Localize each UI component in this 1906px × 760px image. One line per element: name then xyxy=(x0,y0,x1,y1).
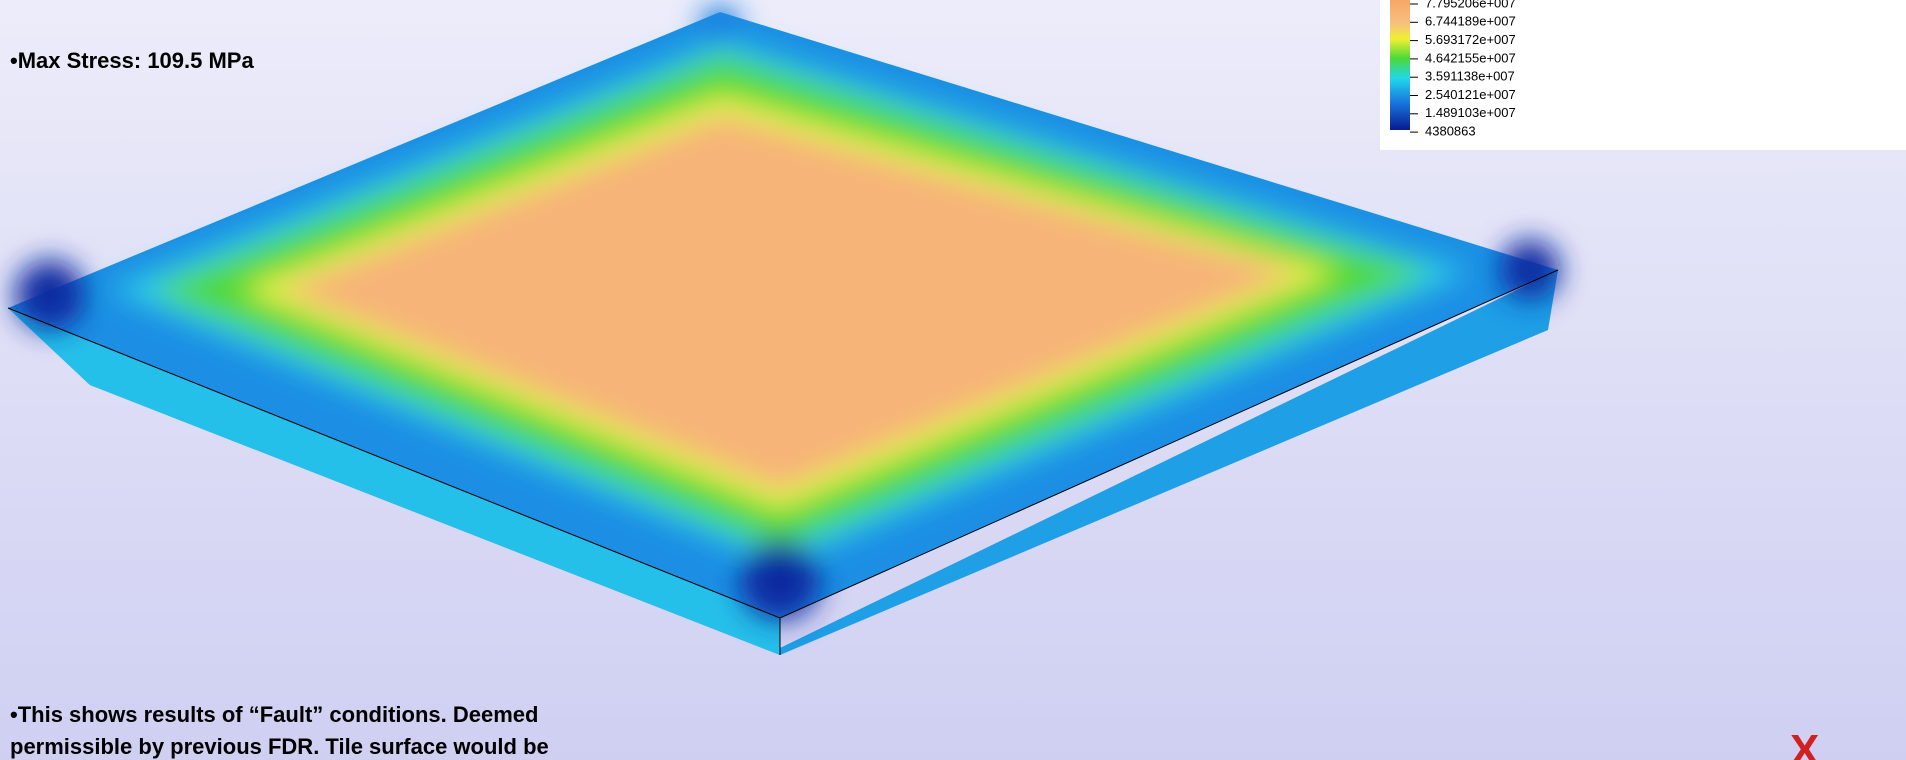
legend-label: 4380863 xyxy=(1425,124,1476,139)
legend-label: 5.693172e+007 xyxy=(1425,32,1516,47)
legend-label: 2.540121e+007 xyxy=(1425,87,1516,102)
legend-label: 1.489103e+007 xyxy=(1425,105,1516,120)
max-stress: •Max Stress: 109.5 MPa xyxy=(10,48,254,73)
color-bar xyxy=(1390,0,1410,130)
note: permissible by previous FDR. Tile surfac… xyxy=(10,734,549,759)
slide: •Max Stress: 109.5 MPa 7.795206e+007 6.74… xyxy=(0,0,1906,760)
axis-label: X xyxy=(1790,726,1819,760)
legend-label: 3.591138e+007 xyxy=(1425,69,1515,84)
note: •This shows results of “Fault” condition… xyxy=(10,702,538,727)
page: •Max Stress: 109.5 MPa 7.795206e+007 6.74… xyxy=(0,0,1906,760)
legend-label: 7.795206e+007 xyxy=(1425,0,1516,10)
legend-label: 6.744189e+007 xyxy=(1425,14,1516,29)
legend-label: 4.642155e+007 xyxy=(1425,50,1516,65)
legend: 7.795206e+007 6.744189e+007 5.693172e+007 4… xyxy=(1380,0,1906,150)
